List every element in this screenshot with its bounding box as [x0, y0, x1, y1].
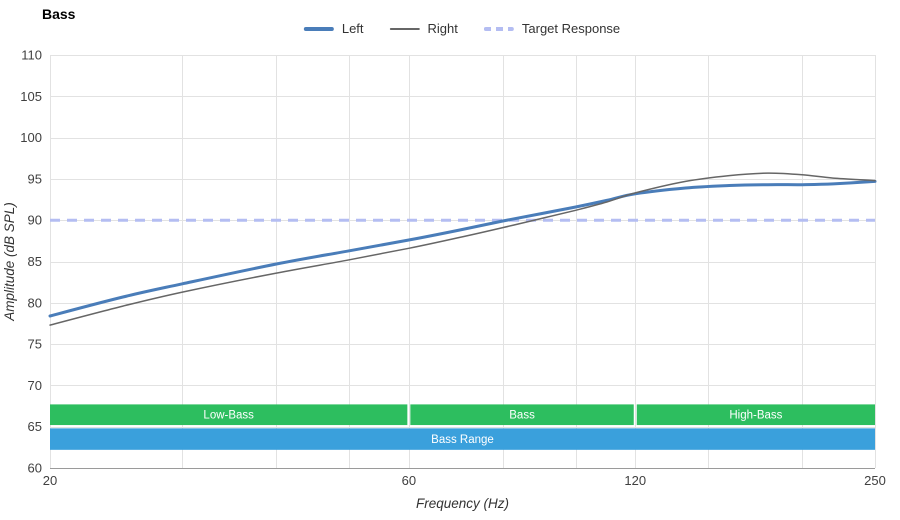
x-tick-label: 60: [402, 473, 416, 488]
y-tick-label: 70: [28, 378, 42, 393]
series-curve-left: [48, 179, 877, 318]
y-tick-label: 80: [28, 295, 42, 310]
legend-item-right[interactable]: Right: [389, 21, 458, 36]
y-tick-label: 65: [28, 419, 42, 434]
range-band: [50, 428, 875, 450]
x-tick-label: 20: [43, 473, 57, 488]
y-tick-label: 95: [28, 171, 42, 186]
x-tick-label: 250: [864, 473, 886, 488]
x-axis-title: Frequency (Hz): [416, 496, 509, 511]
chart-legend: Left Right Target Response: [303, 21, 621, 36]
legend-label-target-response: Target Response: [521, 21, 621, 36]
y-tick-label: 105: [20, 89, 42, 104]
y-tick-label: 100: [20, 130, 42, 145]
legend-swatch-left: [303, 26, 334, 31]
legend-swatch-right: [389, 27, 420, 30]
legend-label-right: Right: [427, 21, 458, 36]
y-axis-title: Amplitude (dB SPL): [2, 202, 17, 322]
range-band-label: Bass: [509, 410, 535, 422]
chart-title: Bass: [42, 6, 76, 22]
y-tick-label: 85: [28, 254, 42, 269]
range-band: [636, 404, 875, 426]
y-tick-label: 110: [21, 48, 42, 63]
range-band-label: High-Bass: [729, 410, 782, 422]
y-tick-label: 60: [28, 461, 42, 476]
range-band: [410, 404, 634, 426]
legend-item-target-response[interactable]: Target Response: [483, 21, 621, 36]
series-curve-right: [49, 172, 876, 326]
range-band-label: Low-Bass: [203, 410, 254, 422]
legend-item-left[interactable]: Left: [303, 21, 364, 36]
y-tick-label: 90: [28, 213, 42, 228]
legend-swatch-target-response: [483, 26, 514, 31]
x-tick-label: 120: [624, 473, 646, 488]
range-band: [50, 404, 408, 426]
y-tick-label: 75: [28, 337, 42, 352]
range-band-label: Bass Range: [431, 434, 494, 446]
legend-label-left: Left: [341, 21, 364, 36]
